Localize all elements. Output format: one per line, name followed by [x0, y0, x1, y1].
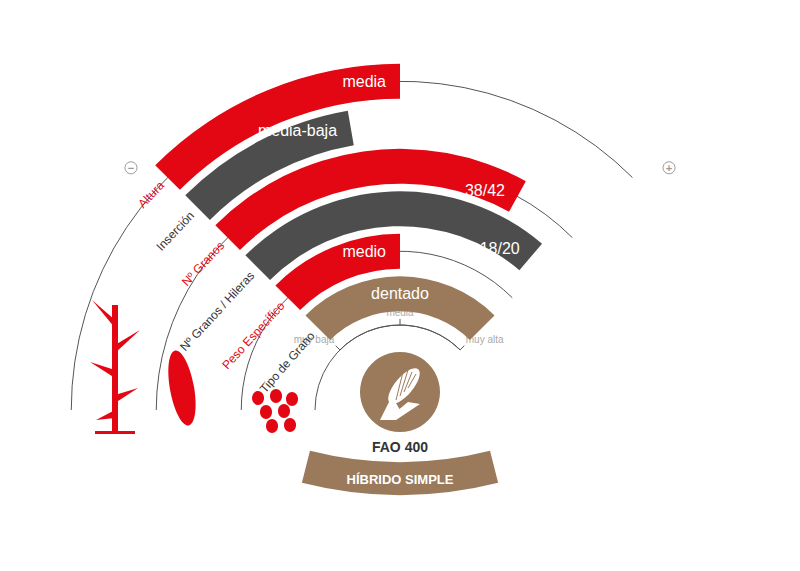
svg-text:Inserción: Inserción [153, 209, 197, 254]
svg-text:HÍBRIDO SIMPLE: HÍBRIDO SIMPLE [347, 472, 454, 487]
svg-text:FAO 400: FAO 400 [372, 439, 428, 455]
svg-text:+: + [666, 162, 672, 174]
svg-text:media: media [386, 306, 414, 318]
svg-text:Peso Específico: Peso Específico [219, 299, 287, 372]
svg-text:media-baja: media-baja [258, 122, 337, 139]
svg-text:Altura: Altura [135, 178, 167, 211]
svg-text:muy alta: muy alta [465, 333, 504, 345]
svg-text:Nº Granos / Hileras: Nº Granos / Hileras [177, 268, 258, 354]
svg-text:38/42: 38/42 [465, 182, 505, 199]
svg-text:Tipo de Grano: Tipo de Grano [257, 329, 318, 396]
svg-text:Nº Granos: Nº Granos [179, 239, 227, 289]
svg-text:−: − [128, 162, 134, 174]
svg-text:media: media [342, 73, 386, 90]
svg-text:dentado: dentado [371, 285, 429, 302]
svg-text:medio: medio [342, 243, 386, 260]
svg-text:18/20: 18/20 [480, 240, 520, 257]
